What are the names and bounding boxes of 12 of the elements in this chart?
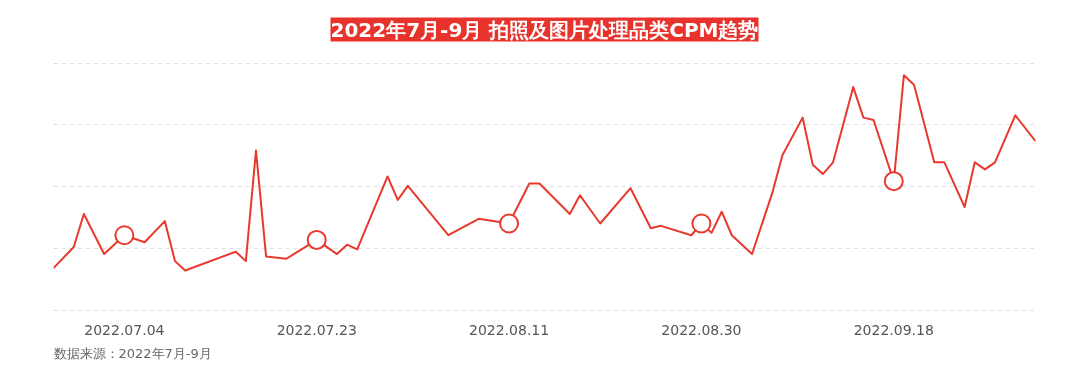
point xyxy=(499,213,520,234)
chart-title: 2022年7月-9月 拍照及图片处理品类CPM趋势 xyxy=(330,17,759,42)
x-tick-label: 2022.09.18 xyxy=(853,321,934,338)
point xyxy=(114,225,135,246)
x-tick-label: 2022.07.04 xyxy=(84,321,165,338)
x-tick-label: 2022.08.30 xyxy=(661,321,742,338)
x-tick-label: 2022.07.23 xyxy=(276,321,357,338)
source-note: 数据来源：2022年7月-9月 xyxy=(53,345,212,361)
point xyxy=(691,213,712,234)
point xyxy=(883,171,904,192)
x-tick-label: 2022.08.11 xyxy=(468,321,550,338)
point xyxy=(306,229,327,250)
